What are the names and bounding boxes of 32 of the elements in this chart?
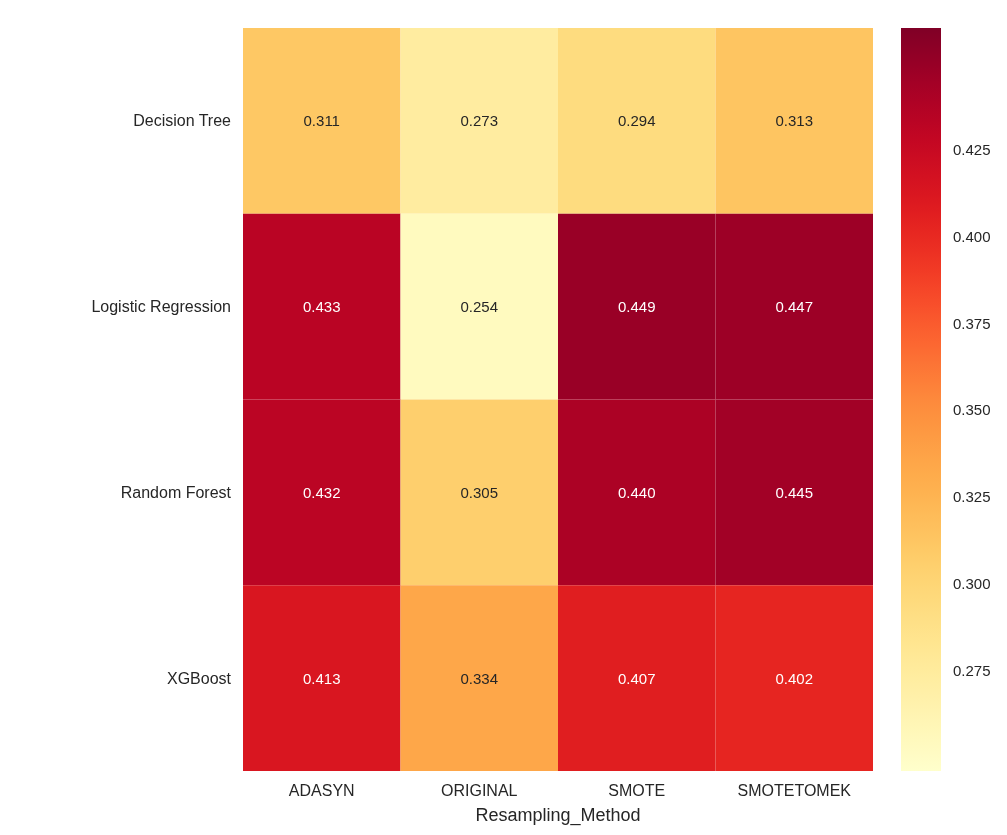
color-bar-label: 0.375	[953, 314, 991, 332]
y-tick-label: Decision Tree	[133, 112, 232, 130]
color-bar-label: 0.325	[953, 488, 991, 506]
data-label: 0.445	[775, 483, 814, 501]
data-label: 0.254	[460, 298, 499, 316]
data-label: 0.433	[302, 298, 341, 316]
data-label: 0.407	[617, 669, 656, 687]
color-bar-label: 0.300	[953, 575, 991, 593]
data-label: 0.305	[460, 483, 499, 501]
data-label: 0.413	[302, 669, 341, 687]
x-tick-label: ADASYN	[288, 782, 355, 799]
x-tick-label: SMOTETOMEK	[737, 782, 852, 799]
data-label: 0.447	[775, 298, 814, 316]
data-label: 0.402	[775, 669, 814, 687]
x-tick-label: SMOTE	[608, 782, 666, 799]
color-bar-label: 0.275	[953, 661, 991, 679]
data-label: 0.449	[617, 298, 656, 316]
y-tick-label: Random Forest	[120, 483, 232, 501]
data-label: 0.440	[617, 483, 656, 501]
y-tick-label: XGBoost	[166, 669, 232, 687]
color-bar-label: 0.350	[953, 401, 991, 419]
x-axis-title: Resampling_Method	[475, 805, 641, 826]
color-bar-label: 0.400	[953, 227, 991, 245]
color-bar-label: 0.425	[953, 141, 991, 159]
data-label: 0.432	[302, 483, 341, 501]
data-label: 0.311	[303, 112, 340, 130]
data-label: 0.294	[617, 112, 656, 130]
data-label: 0.273	[460, 112, 499, 130]
y-tick-label: Logistic Regression	[91, 298, 231, 316]
data-label: 0.313	[775, 112, 814, 130]
data-label: 0.334	[460, 669, 499, 687]
x-tick-label: ORIGINAL	[441, 782, 518, 799]
